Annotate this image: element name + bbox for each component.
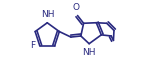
Text: NH: NH <box>82 48 96 57</box>
Text: F: F <box>30 41 35 50</box>
Text: NH: NH <box>42 10 55 19</box>
Text: O: O <box>73 3 80 12</box>
